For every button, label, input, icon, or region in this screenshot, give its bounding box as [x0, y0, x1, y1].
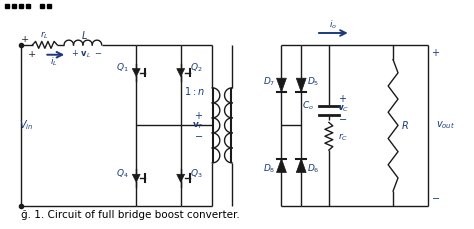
- Text: $V_{in}$: $V_{in}$: [18, 118, 33, 132]
- Text: $+$: $+$: [338, 93, 347, 104]
- Text: $Q_1$: $Q_1$: [116, 61, 129, 74]
- Text: $D_7$: $D_7$: [264, 76, 276, 88]
- Text: $D_5$: $D_5$: [307, 76, 319, 88]
- Polygon shape: [296, 78, 306, 92]
- Text: $D_6$: $D_6$: [307, 162, 319, 175]
- Text: $1:n$: $1:n$: [184, 85, 205, 97]
- Text: $D_8$: $D_8$: [264, 162, 276, 175]
- Polygon shape: [276, 159, 286, 172]
- Text: $i_o$: $i_o$: [329, 19, 337, 31]
- Text: $Q_4$: $Q_4$: [116, 167, 129, 180]
- Text: $r_L$: $r_L$: [40, 29, 49, 41]
- Text: $r_C$: $r_C$: [337, 131, 348, 143]
- Polygon shape: [276, 78, 286, 92]
- Text: $-$: $-$: [431, 194, 440, 202]
- Polygon shape: [132, 174, 140, 182]
- Text: $i_L$: $i_L$: [50, 55, 58, 68]
- Text: $-$: $-$: [194, 131, 203, 140]
- Text: $-$: $-$: [338, 114, 347, 123]
- Text: $R$: $R$: [401, 119, 409, 131]
- Text: g. 1. Circuit of full bridge boost converter.: g. 1. Circuit of full bridge boost conve…: [21, 210, 239, 220]
- Polygon shape: [132, 68, 140, 76]
- Text: $L$: $L$: [82, 29, 88, 41]
- Text: $Q_3$: $Q_3$: [190, 167, 203, 180]
- Polygon shape: [177, 174, 185, 182]
- Text: $\mathbf{v}_T$: $\mathbf{v}_T$: [192, 120, 205, 131]
- Text: -: -: [23, 206, 26, 215]
- Polygon shape: [296, 159, 306, 172]
- Text: $C_o$: $C_o$: [302, 99, 314, 112]
- Text: $+\ \mathbf{v}_L\ -$: $+\ \mathbf{v}_L\ -$: [71, 49, 102, 60]
- Text: $+$: $+$: [431, 47, 440, 58]
- Text: $+$: $+$: [194, 110, 203, 121]
- Text: +: +: [28, 50, 36, 59]
- Text: $v_{out}$: $v_{out}$: [436, 120, 455, 131]
- Text: +: +: [20, 35, 29, 44]
- Polygon shape: [177, 68, 185, 76]
- Text: $Q_2$: $Q_2$: [190, 61, 203, 74]
- Text: $\mathbf{v}_C$: $\mathbf{v}_C$: [337, 103, 349, 114]
